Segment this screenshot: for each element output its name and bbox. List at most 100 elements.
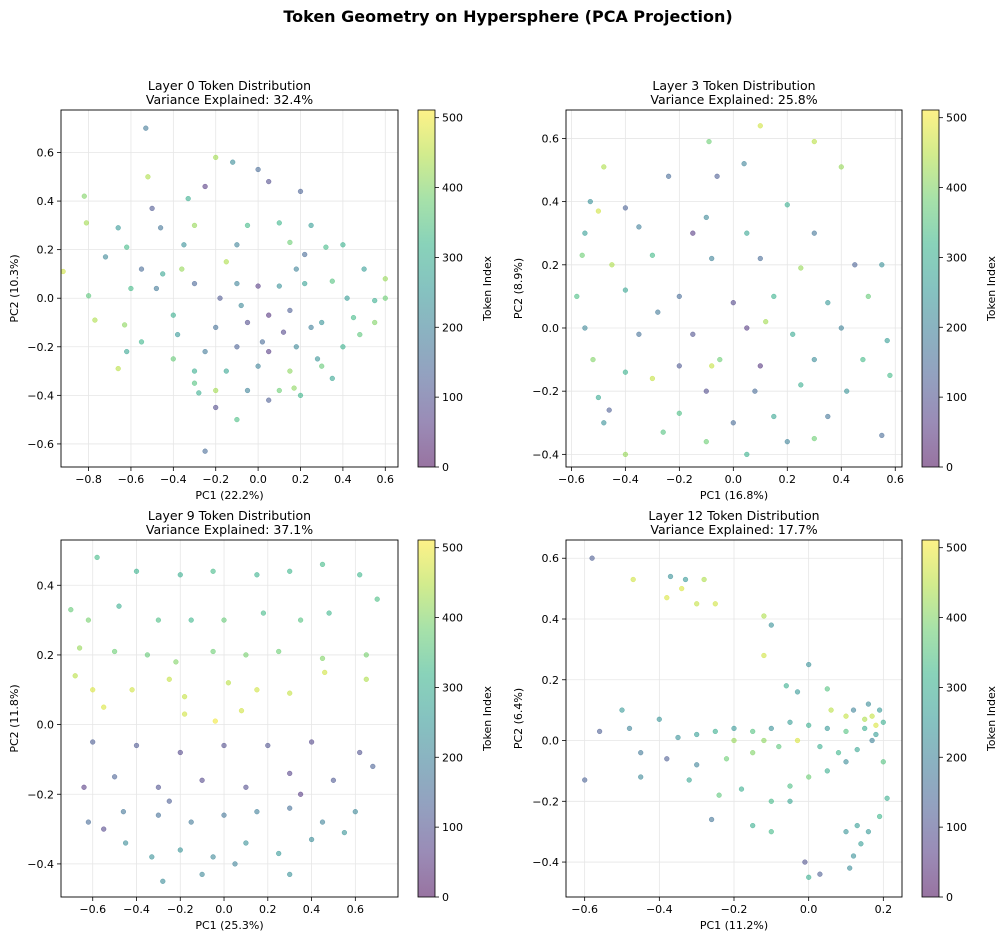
data-point (202, 183, 208, 190)
data-point (811, 435, 817, 442)
subplot-variance-explained: Variance Explained: 32.4% (146, 92, 313, 107)
data-point (798, 382, 804, 388)
colorbar-tick-label: 500 (442, 542, 463, 555)
data-point (636, 331, 642, 337)
data-point (326, 610, 332, 616)
data-point (357, 572, 363, 578)
data-point (302, 251, 308, 258)
colorbar-tick-label: 100 (442, 821, 463, 834)
data-point (340, 242, 346, 248)
data-point (357, 749, 363, 756)
data-point (185, 195, 191, 202)
x-tick-label: 0.0 (800, 903, 818, 916)
colorbar-tick-label: 300 (442, 251, 463, 264)
data-point (191, 368, 198, 374)
data-point (694, 762, 700, 768)
data-point (329, 375, 335, 382)
y-tick-label: 0.4 (37, 195, 55, 208)
y-tick-label: −0.6 (27, 438, 54, 451)
data-point (873, 731, 879, 738)
data-point (297, 791, 304, 797)
data-point (862, 716, 868, 722)
x-tick-label: −0.4 (123, 903, 150, 916)
data-point (744, 451, 750, 458)
data-point (372, 319, 378, 326)
data-point (879, 262, 885, 268)
data-point (847, 865, 853, 871)
data-point (213, 404, 219, 411)
data-point (276, 850, 282, 857)
data-point (196, 390, 202, 396)
data-point (149, 205, 155, 212)
colorbar-tick-label: 100 (946, 391, 967, 404)
colorbar-gradient (418, 540, 435, 897)
data-point (794, 737, 801, 744)
data-point (76, 645, 83, 651)
data-point (596, 728, 603, 735)
data-point (101, 826, 107, 832)
data-point (213, 324, 219, 331)
x-axis-label: PC1 (22.2%) (195, 489, 263, 502)
data-point (149, 854, 155, 860)
x-tick-label: −0.2 (202, 473, 229, 486)
data-point (143, 125, 149, 131)
data-point (609, 262, 615, 268)
y-tick-label: −0.2 (532, 795, 559, 808)
data-point (361, 266, 367, 272)
data-point (757, 363, 763, 369)
data-point (191, 280, 198, 287)
data-point (601, 164, 607, 170)
data-point (649, 375, 656, 382)
data-point (595, 394, 602, 401)
data-point (352, 809, 358, 815)
data-point (802, 859, 808, 865)
data-point (287, 805, 293, 811)
y-tick-label: −0.2 (27, 788, 54, 801)
data-point (133, 568, 140, 574)
data-point (771, 413, 777, 420)
data-point (170, 356, 176, 362)
colorbar-frame (921, 539, 940, 898)
colorbar-tick-label: 0 (946, 891, 953, 904)
subplot-title: Layer 0 Token Distribution (148, 78, 311, 93)
x-tick-label: −0.8 (75, 473, 102, 486)
y-tick-label: −0.4 (27, 858, 54, 871)
data-point (838, 325, 844, 331)
y-tick-label: 0.6 (37, 147, 55, 160)
data-point (694, 731, 700, 738)
data-point (811, 230, 817, 236)
data-point (213, 154, 219, 161)
data-point (873, 722, 879, 728)
x-tick-label: −0.6 (118, 473, 145, 486)
data-point (276, 387, 282, 394)
y-tick-label: 0.0 (37, 292, 55, 305)
colorbar: 0 100 200 300 400 500 Token Index (417, 109, 494, 474)
data-point (121, 322, 128, 328)
data-point (738, 786, 745, 792)
data-point (287, 871, 293, 878)
data-point (363, 676, 369, 682)
data-point (244, 222, 251, 229)
data-point (138, 339, 145, 345)
data-point (655, 309, 661, 315)
x-tick-label: 0.0 (249, 473, 267, 486)
data-point (601, 420, 607, 426)
data-point (160, 271, 166, 277)
data-point (817, 743, 823, 750)
data-point (879, 432, 885, 439)
data-point (843, 713, 849, 719)
data-point (825, 300, 831, 306)
x-tick-label: −0.6 (558, 473, 585, 486)
data-point (234, 416, 240, 423)
data-point (202, 348, 208, 355)
data-point (243, 784, 249, 790)
data-point (199, 777, 205, 783)
data-point (133, 742, 140, 749)
subplot-4: −0.6 −0.4 −0.2 0.0 0.2 −0.4 −0.2 0.0 0.2 0.4 0.6 La… (512, 508, 997, 932)
plot-frame (60, 539, 399, 898)
data-point (116, 603, 122, 609)
data-point (679, 585, 685, 592)
data-point (188, 617, 194, 623)
data-point (587, 198, 593, 205)
data-point (790, 331, 796, 337)
